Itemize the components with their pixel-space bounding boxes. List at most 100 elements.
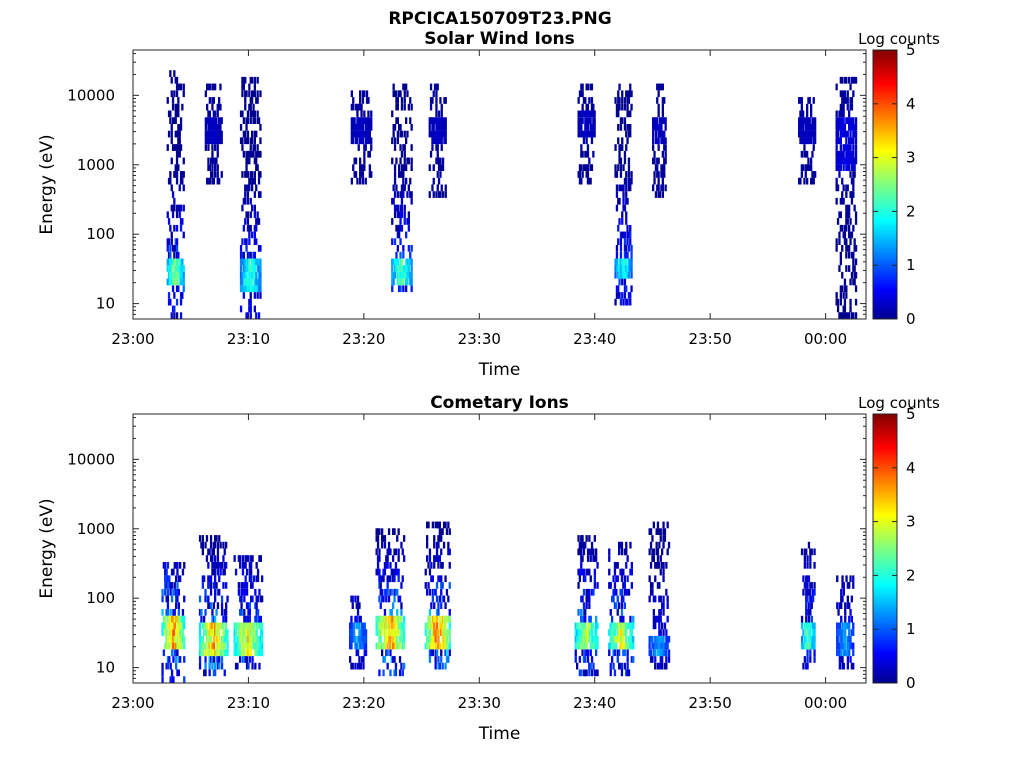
sw-heat-cell — [392, 90, 395, 98]
sw-heat-cell — [852, 265, 855, 272]
sw-heat-cell — [253, 285, 256, 293]
com-heat-cell — [383, 615, 387, 623]
sw-heat-cell — [433, 117, 437, 124]
sw-heat-cell — [352, 130, 355, 138]
com-heat-cell — [590, 629, 594, 636]
sw-heat-cell — [429, 117, 433, 124]
sw-heat-cell — [623, 124, 627, 131]
sw-heat-cell — [249, 103, 252, 111]
sw-heat-cell — [652, 130, 655, 138]
com-heat-cell — [807, 615, 811, 623]
com-heat-cell — [387, 622, 391, 630]
sw-heat-cell — [622, 164, 625, 171]
sw-burst-5 — [391, 83, 413, 293]
com-heat-cell — [164, 588, 167, 596]
com-heat-cell — [219, 642, 222, 650]
sw-heat-cell — [356, 137, 359, 145]
sw-heat-cell — [246, 137, 250, 145]
sw-heat-cell — [212, 110, 215, 118]
com-heat-cell — [403, 629, 406, 636]
com-heat-cell — [654, 575, 657, 583]
com-heat-cell — [662, 541, 665, 549]
sw-heat-cell — [405, 137, 408, 145]
sw-colorbar-tick-label: 3 — [906, 149, 916, 167]
com-heat-cell — [382, 568, 385, 576]
sw-heat-cell — [177, 265, 180, 272]
sw-heat-cell — [400, 265, 404, 272]
sw-heat-cell — [182, 265, 185, 272]
sw-heat-cell — [843, 90, 847, 98]
sw-heat-cell — [173, 312, 176, 319]
com-heat-cell — [612, 622, 615, 630]
com-heat-cell — [810, 642, 813, 650]
sw-heat-cell — [577, 124, 580, 131]
com-heat-cell — [375, 548, 378, 556]
sw-heat-cell — [846, 157, 849, 165]
com-heat-cell — [588, 595, 591, 603]
sw-heat-cell — [246, 150, 250, 158]
com-heat-cell — [225, 541, 228, 549]
com-heat-cell — [390, 615, 393, 623]
com-heat-cell — [256, 609, 260, 616]
sw-heat-cell — [845, 285, 848, 293]
com-heat-cell — [223, 548, 226, 556]
com-heat-cell — [356, 662, 360, 670]
com-heat-cell — [649, 635, 653, 643]
com-heat-cell — [588, 615, 591, 623]
sw-heat-cell — [656, 83, 659, 91]
sw-heat-cell — [800, 117, 803, 124]
sw-heat-cell — [245, 285, 248, 293]
sw-heat-cell — [435, 144, 438, 151]
com-heat-cell — [356, 622, 360, 630]
sw-heat-cell — [625, 218, 628, 225]
com-heat-cell — [162, 615, 165, 623]
sw-heat-cell — [248, 103, 251, 111]
com-heat-cell — [612, 649, 615, 657]
com-heat-cell — [401, 575, 404, 583]
com-heat-cell — [173, 622, 176, 630]
sw-heat-cell — [396, 265, 399, 272]
com-heat-cell — [208, 629, 211, 636]
com-heat-cell — [166, 656, 170, 663]
sw-heat-cell — [623, 177, 627, 185]
com-heat-cell — [209, 642, 213, 650]
sw-heat-cell — [391, 110, 394, 118]
sw-heat-cell — [255, 218, 258, 225]
sw-heat-cell — [239, 258, 243, 266]
sw-heat-cell — [259, 245, 262, 252]
sw-heat-cell — [586, 83, 590, 91]
sw-heat-cell — [396, 278, 399, 286]
com-heat-cell — [433, 635, 436, 643]
com-heat-cell — [209, 635, 213, 643]
com-heat-cell — [586, 656, 590, 663]
com-heat-cell — [616, 595, 619, 603]
sw-heat-cell — [440, 124, 443, 131]
com-heat-cell — [401, 642, 404, 650]
sw-heat-cell — [257, 271, 261, 279]
com-heat-cell — [437, 521, 440, 529]
com-heat-cell — [248, 615, 251, 623]
sw-heat-cell — [367, 150, 370, 158]
com-heat-cell — [216, 541, 220, 549]
sw-heat-cell — [239, 285, 243, 293]
com-heat-cell — [392, 629, 395, 636]
com-heat-cell — [663, 622, 667, 630]
com-heat-cell — [846, 595, 849, 603]
com-heat-cell — [237, 642, 240, 650]
com-heat-cell — [620, 575, 624, 583]
com-heat-cell — [382, 622, 385, 630]
sw-heat-cell — [625, 197, 628, 205]
com-heat-cell — [427, 622, 430, 630]
com-burst-2 — [198, 535, 229, 677]
com-heat-cell — [223, 562, 226, 569]
com-heat-cell — [582, 622, 586, 630]
com-heat-cell — [649, 528, 653, 535]
com-heat-cell — [225, 629, 228, 636]
com-heat-cell — [651, 656, 654, 663]
sw-heat-cell — [850, 157, 854, 165]
sw-heat-cell — [365, 97, 369, 104]
sw-heat-cell — [399, 224, 402, 232]
com-heat-cell — [840, 588, 843, 596]
com-heat-cell — [389, 649, 392, 657]
com-heat-cell — [207, 602, 210, 609]
